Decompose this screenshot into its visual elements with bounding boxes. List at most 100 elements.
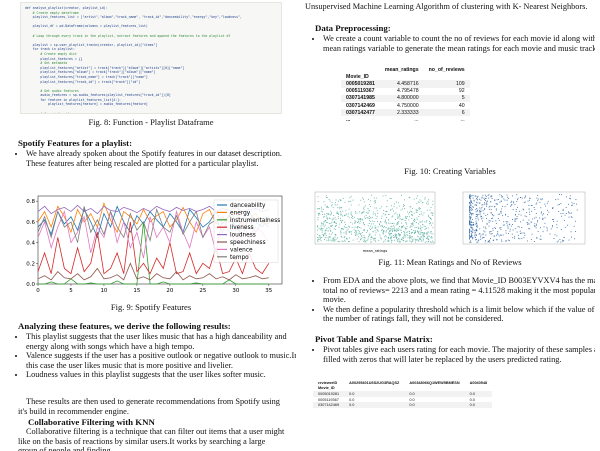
scatter-point (352, 216, 353, 217)
scatter-point (372, 231, 374, 233)
scatter-point (326, 217, 328, 219)
scatter-point (321, 237, 323, 238)
scatter-point (471, 208, 473, 210)
scatter-point (404, 236, 406, 238)
scatter-point (521, 197, 523, 199)
scatter-point (351, 227, 353, 229)
scatter-point (489, 220, 491, 222)
scatter-point (508, 240, 510, 242)
scatter-point (482, 204, 484, 206)
scatter-point (412, 208, 414, 210)
scatter-point (326, 217, 328, 219)
scatter-point (374, 234, 376, 236)
scatter-point (402, 236, 404, 238)
scatter-point (353, 216, 355, 218)
scatter-point (359, 211, 361, 213)
scatter-point (516, 218, 518, 220)
scatter-point (475, 220, 477, 222)
scatter-point (410, 206, 412, 208)
scatter-frame-left (314, 191, 436, 245)
scatter-point (403, 240, 405, 242)
scatter-point (362, 236, 364, 238)
scatter-point (535, 216, 537, 218)
series-line-liveness (37, 221, 270, 275)
scatter-point (542, 217, 544, 219)
scatter-point (335, 229, 337, 231)
scatter-point (350, 211, 352, 213)
scatter-point (561, 239, 563, 241)
scatter-point (512, 223, 513, 225)
scatter-point (349, 226, 350, 228)
table-cell: 0.0 (469, 397, 475, 402)
scatter-point (388, 230, 390, 232)
scatter-point (336, 212, 338, 214)
scatter-point (423, 235, 425, 237)
x-tick-label: 10 (100, 288, 107, 294)
scatter-point (397, 223, 399, 225)
scatter-point (350, 212, 352, 214)
scatter-point (494, 200, 496, 202)
scatter-point (389, 234, 391, 236)
scatter-point (473, 200, 475, 202)
scatter-point (562, 212, 564, 214)
scatter-point (416, 197, 418, 199)
scatter-point (421, 232, 423, 234)
scatter-point (518, 226, 520, 228)
scatter-point (503, 221, 505, 223)
scatter-point (355, 231, 357, 232)
scatter-point (490, 201, 492, 203)
scatter-point (337, 237, 338, 239)
scatter-point (321, 222, 322, 224)
scatter-point (427, 238, 429, 240)
scatter-point (534, 226, 536, 228)
scatter-point (485, 205, 487, 207)
scatter-point (499, 213, 501, 215)
scatter-point (496, 199, 498, 201)
scatter-point (416, 217, 418, 219)
scatter-point (422, 233, 424, 235)
scatter-point (380, 225, 382, 227)
scatter-point (508, 197, 510, 199)
scatter-point (395, 229, 397, 231)
scatter-point (336, 211, 338, 213)
scatter-point (377, 230, 379, 232)
scatter-point (520, 214, 522, 216)
scatter-point (430, 218, 432, 220)
scatter-point (342, 228, 344, 230)
scatter-point (469, 231, 470, 233)
scatter-point (556, 224, 558, 226)
scatter-point (484, 209, 485, 211)
scatter-point (557, 198, 559, 200)
scatter-point (469, 213, 470, 215)
scatter-point (335, 199, 337, 201)
scatter-point (494, 206, 496, 208)
scatter-point (471, 213, 472, 215)
scatter-point (402, 225, 404, 227)
scatter-point (557, 240, 559, 242)
scatter-point (353, 229, 355, 231)
scatter-point (491, 218, 493, 220)
x-axis-label: mean_ratings (363, 249, 388, 253)
scatter-point (411, 232, 413, 234)
scatter-point (332, 238, 334, 240)
scatter-point (397, 228, 399, 230)
scatter-point (335, 219, 337, 221)
scatter-point (497, 218, 499, 220)
scatter-point (411, 218, 413, 220)
scatter-point (320, 206, 322, 208)
code-line: for track in playlist: (25, 47, 75, 52)
scatter-point (542, 198, 544, 200)
scatter-point (401, 226, 403, 227)
scatter-point (385, 226, 387, 228)
scatter-point (363, 229, 365, 231)
scatter-point (341, 229, 343, 231)
scatter-point (354, 212, 356, 214)
scatter-point (379, 207, 381, 209)
scatter-point (476, 210, 478, 212)
scatter-point (349, 231, 350, 233)
scatter-point (397, 229, 399, 231)
scatter-point (376, 215, 378, 217)
scatter-point (469, 205, 470, 207)
scatter-point (488, 208, 490, 210)
scatter-point (410, 232, 412, 234)
